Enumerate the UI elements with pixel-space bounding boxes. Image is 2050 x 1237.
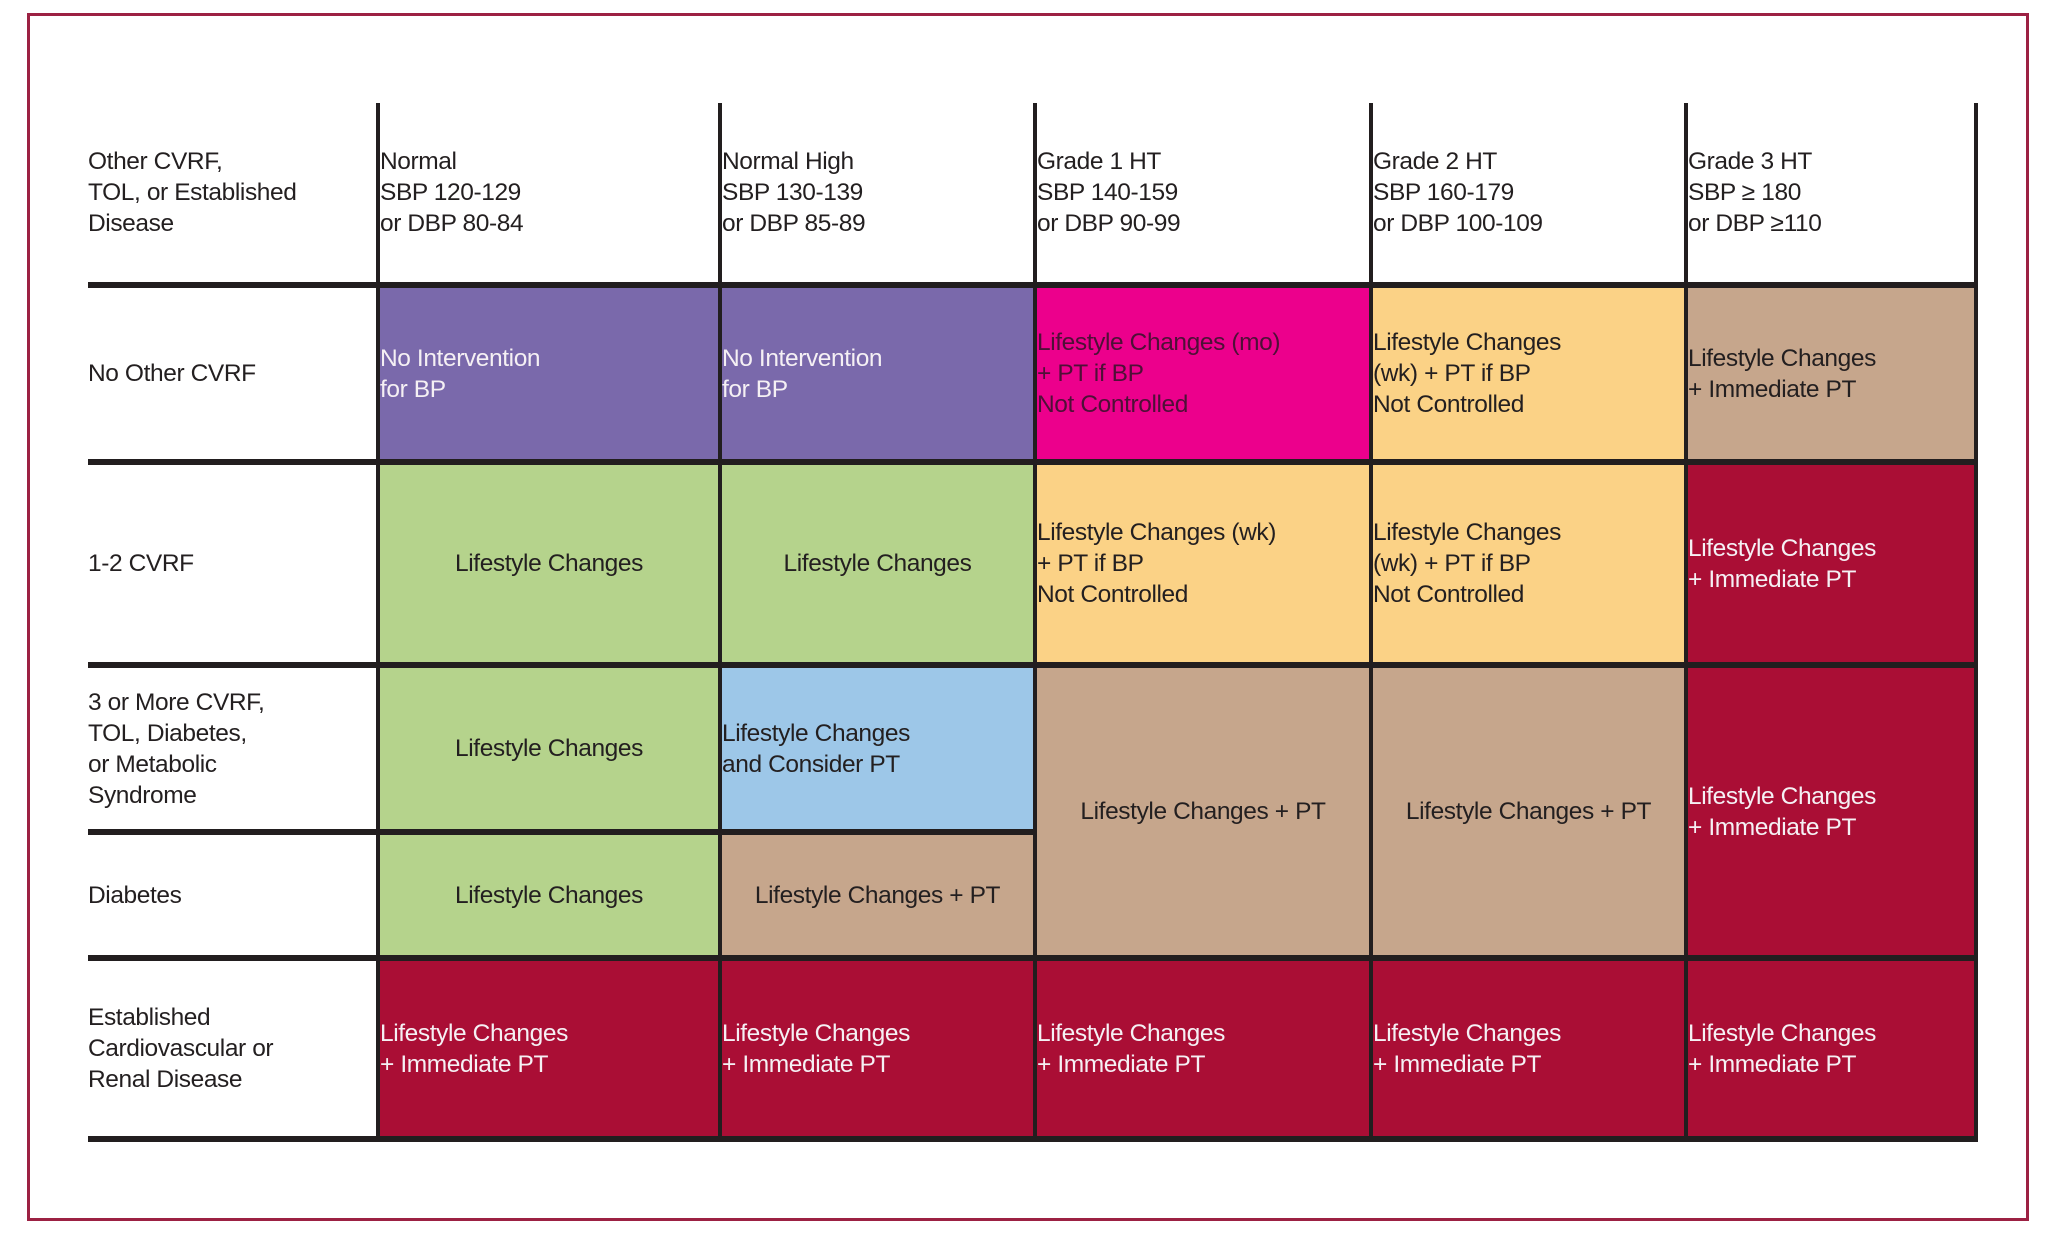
- row-label: Diabetes: [88, 829, 380, 961]
- treatment-cell: Lifestyle Changes + Immediate PT: [376, 955, 722, 1142]
- treatment-cell: Lifestyle Changes + Immediate PT: [1684, 459, 1978, 668]
- treatment-cell: Lifestyle Changes: [376, 662, 722, 835]
- treatment-cell: Lifestyle Changes + PT: [1033, 662, 1373, 961]
- row-label: 1-2 CVRF: [88, 459, 380, 668]
- treatment-cell: Lifestyle Changes and Consider PT: [718, 662, 1037, 835]
- treatment-cell: Lifestyle Changes: [718, 459, 1037, 668]
- treatment-cell: Lifestyle Changes: [376, 459, 722, 668]
- treatment-cell: No Intervention for BP: [718, 282, 1037, 465]
- treatment-cell: Lifestyle Changes (wk) + PT if BP Not Co…: [1369, 282, 1688, 465]
- treatment-cell: Lifestyle Changes + Immediate PT: [718, 955, 1037, 1142]
- treatment-cell: Lifestyle Changes (wk) + PT if BP Not Co…: [1369, 459, 1688, 668]
- corner-header: Other CVRF, TOL, or Established Disease: [88, 103, 380, 288]
- treatment-cell: Lifestyle Changes + Immediate PT: [1684, 955, 1978, 1142]
- row-label: 3 or More CVRF, TOL, Diabetes, or Metabo…: [88, 662, 380, 835]
- treatment-cell: Lifestyle Changes (mo) + PT if BP Not Co…: [1033, 282, 1373, 465]
- treatment-cell: Lifestyle Changes + Immediate PT: [1684, 662, 1978, 961]
- treatment-cell: Lifestyle Changes (wk) + PT if BP Not Co…: [1033, 459, 1373, 668]
- column-header-normal-high: Normal High SBP 130-139 or DBP 85-89: [718, 103, 1037, 288]
- column-header-grade2-ht: Grade 2 HT SBP 160-179 or DBP 100-109: [1369, 103, 1688, 288]
- treatment-cell: No Intervention for BP: [376, 282, 722, 465]
- treatment-cell: Lifestyle Changes + PT: [718, 829, 1037, 961]
- row-label: No Other CVRF: [88, 282, 380, 465]
- column-header-grade3-ht: Grade 3 HT SBP ≥ 180 or DBP ≥110: [1684, 103, 1978, 288]
- treatment-cell: Lifestyle Changes: [376, 829, 722, 961]
- treatment-cell: Lifestyle Changes + PT: [1369, 662, 1688, 961]
- treatment-cell: Lifestyle Changes + Immediate PT: [1369, 955, 1688, 1142]
- treatment-cell: Lifestyle Changes + Immediate PT: [1033, 955, 1373, 1142]
- risk-stratification-table: Other CVRF, TOL, or Established Disease …: [88, 103, 1978, 1142]
- column-header-normal: Normal SBP 120-129 or DBP 80-84: [376, 103, 722, 288]
- row-label: Established Cardiovascular or Renal Dise…: [88, 955, 380, 1142]
- treatment-cell: Lifestyle Changes + Immediate PT: [1684, 282, 1978, 465]
- column-header-grade1-ht: Grade 1 HT SBP 140-159 or DBP 90-99: [1033, 103, 1373, 288]
